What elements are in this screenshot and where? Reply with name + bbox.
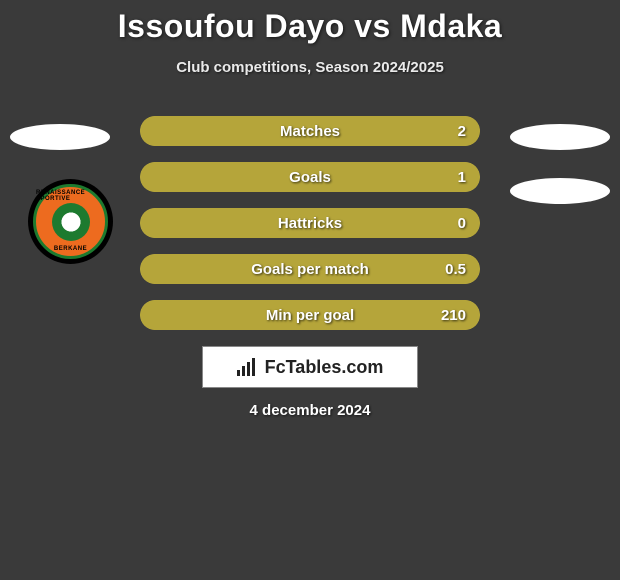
stat-row: Goals 1: [140, 162, 480, 192]
club-crest-ring: RENAISSANCE SPORTIVE BERKANE: [33, 184, 108, 259]
player-badge-right-2: [510, 178, 610, 204]
page-date: 4 december 2024: [0, 402, 620, 419]
stat-value: 2: [458, 123, 466, 140]
player-badge-left: [10, 124, 110, 150]
bars-icon: [237, 358, 259, 376]
page-title: Issoufou Dayo vs Mdaka: [0, 8, 620, 45]
stat-row: Matches 2: [140, 116, 480, 146]
stat-value: 0: [458, 215, 466, 232]
stats-panel: Matches 2 Goals 1 Hattricks 0 Goals per match 0…: [140, 116, 480, 330]
stat-row: Hattricks 0: [140, 208, 480, 238]
player-badge-right-1: [510, 124, 610, 150]
page-subtitle: Club competitions, Season 2024/2025: [0, 59, 620, 76]
stat-label: Matches: [280, 123, 340, 140]
stat-label: Min per goal: [266, 307, 354, 324]
stat-label: Hattricks: [278, 215, 342, 232]
stat-value: 210: [441, 307, 466, 324]
club-crest: RENAISSANCE SPORTIVE BERKANE: [28, 179, 113, 264]
stat-value: 1: [458, 169, 466, 186]
fctables-badge[interactable]: FcTables.com: [202, 346, 418, 388]
fctables-label: FcTables.com: [265, 357, 384, 378]
crest-bottom-text: BERKANE: [54, 246, 87, 252]
stat-label: Goals: [289, 169, 331, 186]
club-crest-inner: [52, 203, 90, 241]
stat-row: Min per goal 210: [140, 300, 480, 330]
stat-row: Goals per match 0.5: [140, 254, 480, 284]
crest-top-text: RENAISSANCE SPORTIVE: [36, 190, 105, 202]
stat-value: 0.5: [445, 261, 466, 278]
stat-label: Goals per match: [251, 261, 369, 278]
